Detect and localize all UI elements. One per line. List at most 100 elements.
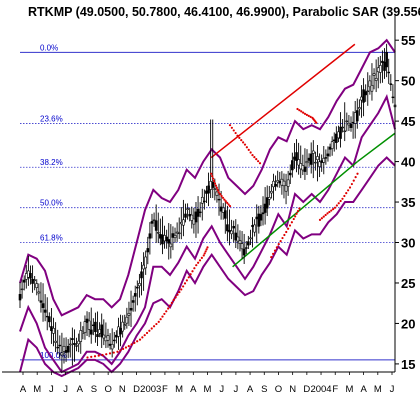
price-bar-body: [196, 208, 200, 217]
sar-dot: [220, 194, 223, 198]
price-bar-body: [230, 230, 233, 235]
price-bar-body: [87, 320, 91, 330]
price-bar-body: [125, 316, 129, 324]
sar-dot: [320, 217, 323, 220]
trendline-green: [232, 161, 358, 268]
price-bar-body: [211, 182, 215, 188]
x-tick-label: J: [49, 384, 54, 395]
price-bar-body: [345, 120, 349, 123]
y-tick-label: 45: [401, 114, 415, 129]
sar-dot: [204, 250, 207, 253]
sar-dot: [141, 336, 144, 339]
sar-dot: [228, 204, 232, 208]
sar-dot: [356, 172, 359, 175]
price-bar-body: [360, 96, 363, 101]
price-bar-body: [169, 243, 173, 248]
sar-dot: [200, 256, 203, 259]
price-bar-body: [253, 224, 256, 233]
price-bar-body: [75, 345, 78, 347]
price-bar-body: [127, 313, 131, 316]
price-bar-body: [18, 294, 22, 301]
price-bar-body: [94, 321, 97, 333]
sar-dot: [155, 322, 158, 326]
x-axis-labels: A M J J A S O N D 2003 F M A M J J A S O N D 2004 F M A M J: [20, 372, 395, 395]
price-bar-body: [180, 221, 183, 225]
price-bar-body: [291, 160, 294, 171]
price-bar-body: [39, 300, 43, 303]
sar-dot: [112, 351, 115, 354]
price-bar-body: [146, 248, 150, 253]
price-bar-body: [144, 256, 147, 269]
price-bar-body: [259, 214, 263, 221]
price-bar-body: [324, 157, 328, 159]
lower-envelope: [19, 156, 396, 378]
sar-dot: [300, 110, 303, 113]
price-bar-body: [148, 233, 152, 239]
sar-dot: [292, 217, 295, 221]
price-bar-body: [81, 331, 85, 334]
sar-dot: [341, 197, 344, 200]
price-bar-body: [381, 60, 384, 63]
price-bar-body: [177, 232, 181, 235]
price-bar-body: [24, 273, 28, 280]
sar-dot: [195, 264, 198, 267]
sar-dot: [212, 179, 216, 183]
x-tick-label: A: [247, 384, 254, 395]
price-bar-body: [66, 345, 70, 353]
price-bar-body: [303, 166, 307, 172]
x-tick-label: F: [332, 384, 338, 395]
sar-dot: [307, 114, 310, 117]
x-tick-label: O: [275, 384, 282, 395]
sar-dot: [198, 259, 202, 262]
x-tick-label: 2003: [140, 384, 161, 395]
sar-dot: [258, 162, 262, 165]
sar-dot: [197, 261, 200, 264]
price-bar-body: [288, 172, 292, 176]
sar-dot: [277, 243, 280, 246]
price-bar-body: [68, 343, 72, 346]
price-bar-body: [341, 126, 344, 129]
price-bar-body: [142, 264, 145, 270]
price-bars: [18, 43, 397, 371]
sar-dot: [281, 236, 284, 240]
sar-dot: [345, 192, 348, 195]
sar-dot: [279, 239, 282, 243]
sar-dot: [108, 352, 112, 355]
price-bar-body: [117, 326, 120, 337]
price-bar-body: [186, 208, 189, 210]
x-tick-label: M: [204, 384, 212, 395]
price-bar-body: [318, 161, 321, 167]
price-bar-body: [131, 300, 135, 303]
price-bar-body: [110, 344, 114, 350]
price-bar-body: [234, 232, 238, 241]
x-tick-label: D: [303, 384, 310, 395]
price-bar-body: [364, 91, 367, 96]
sar-dot: [221, 196, 225, 199]
x-tick-label: A: [20, 384, 27, 395]
sar-dot: [157, 320, 160, 323]
price-bar-body: [226, 224, 229, 232]
fib-label: 23.6%: [40, 115, 63, 124]
x-tick-label: J: [234, 384, 239, 395]
trendline-red: [210, 43, 356, 159]
price-bar-body: [358, 107, 361, 110]
sar-dot: [343, 194, 346, 198]
sar-dot: [255, 158, 258, 161]
sar-dot: [206, 246, 209, 249]
sar-dot: [242, 141, 245, 144]
sar-dot: [122, 347, 125, 351]
price-bar-body: [121, 321, 124, 332]
price-bar-body: [257, 213, 261, 227]
x-tick-label: N: [289, 384, 296, 395]
sar-dot: [249, 151, 252, 154]
price-bar-body: [71, 338, 74, 341]
sar-dot: [187, 276, 190, 279]
y-tick-label: 15: [401, 357, 415, 372]
price-bar-body: [171, 233, 175, 238]
sar-dot: [326, 212, 329, 215]
price-bar-body: [98, 329, 101, 334]
chart-title: RTKMP (49.0500, 50.7800, 46.4100, 46.990…: [28, 5, 420, 19]
sar-dot: [270, 255, 273, 259]
sar-dot: [216, 189, 219, 192]
price-bar-body: [242, 248, 246, 256]
